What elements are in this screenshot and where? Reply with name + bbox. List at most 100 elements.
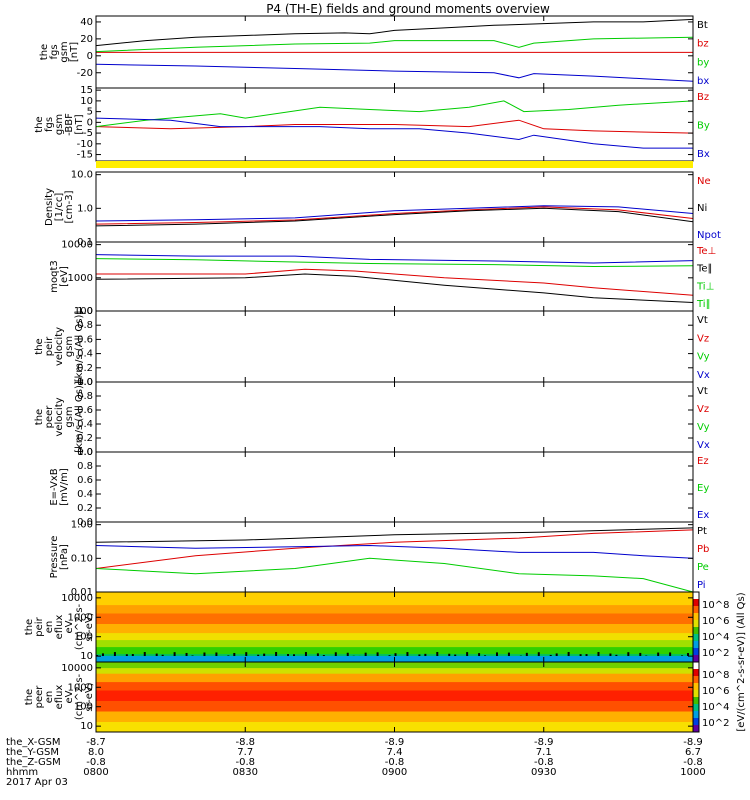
- noise-mark: [233, 652, 236, 657]
- colorbar: 10^8 10^6 10^4 10^2 10^8 10^6 10^4 10^2 [eV/(cm^…: [692, 591, 747, 733]
- colorbar-swatch: [693, 592, 699, 600]
- y-tick-label: 0.8: [77, 461, 93, 472]
- colorbar-swatch: [693, 669, 699, 677]
- colorbar-tick-label: 10^6: [702, 686, 729, 697]
- series-line-Te∥: [95, 273, 694, 303]
- y-axis-label: [cm-3]: [64, 190, 75, 223]
- y-tick-label: 10: [80, 651, 93, 662]
- panel-frame: [95, 381, 694, 453]
- footer-value: 0900: [382, 767, 407, 778]
- series-line-Pt: [95, 527, 694, 543]
- y-tick-label: 15: [80, 85, 93, 96]
- y-axis-label: fgs: [44, 117, 55, 132]
- legend-entry: Ti⊥: [696, 281, 714, 292]
- colorbar-frame: [692, 661, 700, 733]
- y-tick-label: 0.0: [77, 377, 93, 388]
- y-tick-label: 1000: [68, 273, 93, 284]
- y-axis-label: Density: [44, 188, 55, 226]
- y-tick-label: 0.4: [77, 419, 93, 430]
- y-tick-label: 100: [74, 306, 93, 317]
- series-line-Pb: [95, 529, 694, 569]
- legend-entry: By: [697, 121, 710, 132]
- y-tick-label: 100: [74, 632, 93, 643]
- noise-mark: [567, 652, 570, 657]
- y-axis-label: the: [39, 44, 50, 60]
- y-tick-label: 10: [80, 96, 93, 107]
- panel-frame: [95, 310, 694, 383]
- footer-value: -0.8: [683, 757, 703, 768]
- noise-mark: [448, 653, 451, 658]
- colorbar-swatch: [693, 697, 699, 705]
- footer-value: -8.7: [86, 737, 106, 748]
- colorbar-swatch: [693, 690, 699, 698]
- noise-mark: [143, 652, 146, 657]
- y-tick-label: 0.0: [77, 517, 93, 528]
- panel-p6: 1.0 0.8 0.6 0.4 0.2 0.0 the peer velocity gsm [km/…: [34, 377, 710, 458]
- y-axis-label: velocity: [54, 397, 65, 436]
- y-axis-label: eV: [64, 690, 75, 703]
- y-axis-label: fgs: [49, 44, 60, 59]
- legend-entry: Te⊥: [696, 246, 716, 257]
- noise-mark: [203, 652, 206, 657]
- noise-mark: [394, 653, 397, 658]
- y-axis-label: moqt3: [49, 260, 60, 293]
- y-tick-label: 0.6: [77, 334, 93, 345]
- series-line-Ne: [95, 206, 694, 225]
- heatmap-band: [96, 632, 693, 641]
- legend-entry: Ex: [697, 510, 709, 521]
- noise-mark: [334, 652, 337, 657]
- legend-entry: Vy: [697, 352, 710, 363]
- y-tick-label: -15: [77, 150, 93, 161]
- y-axis-label: [nT]: [74, 114, 85, 134]
- y-tick-label: -20: [77, 68, 93, 79]
- y-axis-label: E=-VxB: [49, 468, 60, 505]
- y-axis-label: gsm: [54, 114, 65, 135]
- y-axis-label: gsm: [64, 406, 75, 427]
- panel-p3: 10.0 1.0 0.1 Density [1/cc] [cm-3] Ne Ni Npot: [44, 170, 721, 248]
- colorbar-tick-label: 10^6: [702, 616, 729, 627]
- y-axis-label: eflux: [54, 615, 65, 640]
- footer-value: -8.9: [385, 737, 405, 748]
- legend-entry: Vz: [697, 404, 709, 415]
- panel-p5: 1.0 0.8 0.6 0.4 0.2 0.0 the peir velocity gsm [km/…: [34, 306, 710, 388]
- y-axis-label: eflux: [54, 685, 65, 710]
- colorbar-swatch: [693, 634, 699, 642]
- y-tick-label: 20: [80, 34, 93, 45]
- footer-value: -8.8: [235, 737, 255, 748]
- legend-entry: Vy: [697, 422, 710, 433]
- panel-frame: [95, 451, 694, 523]
- legend-entry: Ne: [697, 176, 711, 187]
- noise-mark: [436, 652, 439, 657]
- noise-mark: [364, 652, 367, 657]
- legend-entry: Te∥: [696, 264, 713, 275]
- y-tick-label: 1000: [68, 682, 93, 693]
- noise-mark: [304, 652, 307, 657]
- y-tick-label: 0.2: [77, 433, 93, 444]
- noise-mark: [657, 652, 660, 657]
- noise-mark: [155, 653, 158, 658]
- colorbar-swatch: [693, 627, 699, 635]
- y-axis-label: sr-eV): [84, 612, 95, 641]
- noise-mark: [639, 652, 642, 657]
- footer-value: 7.1: [536, 747, 552, 758]
- series-line-by: [95, 36, 694, 53]
- y-axis-label: en: [44, 691, 55, 704]
- series-line-Te⊥: [96, 268, 694, 296]
- y-tick-label: 1.0: [77, 306, 93, 317]
- y-axis-label: [eV]: [59, 266, 70, 287]
- series-line-By: [95, 100, 694, 128]
- y-axis-label: (cm^2-s-: [74, 603, 85, 650]
- heatmap-band: [96, 623, 693, 634]
- heatmap-band: [96, 667, 693, 674]
- colorbar-swatch: [693, 718, 699, 726]
- y-tick-label: 10: [80, 721, 93, 732]
- y-tick-label: 0: [87, 51, 93, 62]
- noise-mark: [245, 652, 248, 657]
- series-line-Ti∥: [95, 258, 694, 268]
- heatmap-band: [96, 673, 693, 683]
- heatmap-band: [96, 681, 693, 691]
- y-axis-label: [nT]: [69, 42, 80, 62]
- noise-mark: [525, 652, 528, 657]
- y-axis-label: -BBF: [64, 113, 75, 136]
- colorbar-tick-label: 10^4: [702, 702, 729, 713]
